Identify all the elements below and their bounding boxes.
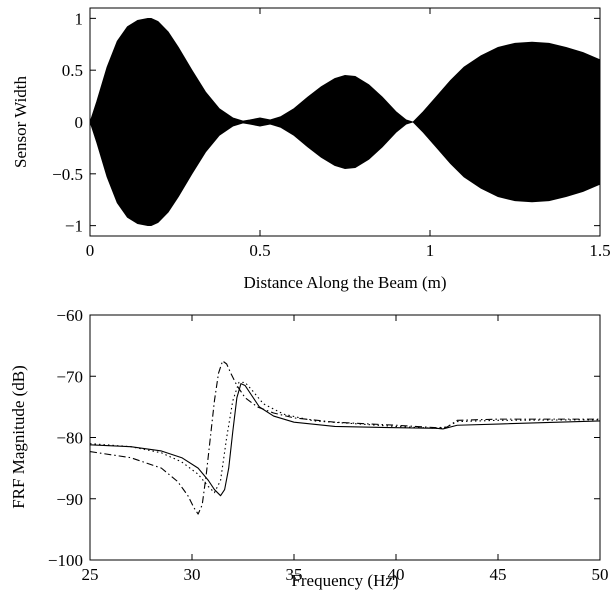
top-y-tick-label: 1 bbox=[75, 9, 84, 28]
bottom-plot-frame bbox=[89, 314, 601, 561]
top-y-tick-label: −1 bbox=[65, 217, 83, 236]
bottom-y-tick-label: −80 bbox=[56, 429, 83, 448]
frf-series-dashdot bbox=[89, 360, 600, 515]
bottom-y-axis-label: FRF Magnitude (dB) bbox=[9, 365, 28, 509]
bottom-y-tick-label: −60 bbox=[56, 306, 83, 325]
top-x-tick-label: 1 bbox=[426, 241, 435, 260]
bottom-x-tick-label: 40 bbox=[388, 565, 405, 584]
frf-series-solid bbox=[89, 383, 601, 497]
bottom-x-axis-label: Frequency (Hz) bbox=[291, 571, 398, 590]
top-y-tick-label: 0 bbox=[75, 113, 84, 132]
top-x-tick-label: 0.5 bbox=[249, 241, 270, 260]
top-y-axis-label: Sensor Width bbox=[11, 75, 30, 168]
sensor-width-chart: 0 0.5 1 1.5 1 0.5 0 −0.5 −1 Distance Along the B… bbox=[11, 7, 611, 292]
bottom-x-tick-label: 35 bbox=[286, 565, 303, 584]
top-y-tick-label: −0.5 bbox=[52, 165, 83, 184]
top-x-axis-label: Distance Along the Beam (m) bbox=[243, 273, 446, 292]
bottom-x-tick-label: 30 bbox=[184, 565, 201, 584]
top-y-tick-label: 0.5 bbox=[62, 61, 83, 80]
bottom-y-tick-label: −70 bbox=[56, 367, 83, 386]
sensor-width-area bbox=[89, 17, 601, 227]
top-x-tick-label: 1.5 bbox=[589, 241, 610, 260]
frf-series-dotted bbox=[89, 381, 601, 494]
bottom-y-tick-label: −100 bbox=[48, 551, 83, 570]
bottom-x-tick-label: 50 bbox=[592, 565, 609, 584]
bottom-plot-area bbox=[89, 360, 601, 515]
top-x-tick-label: 0 bbox=[86, 241, 95, 260]
bottom-x-tick-label: 25 bbox=[82, 565, 99, 584]
frf-magnitude-chart: 25 30 35 40 45 50 −60 −70 −80 −90 −100 Frequency (… bbox=[9, 306, 609, 590]
top-axis-ticks: 0 0.5 1 1.5 1 0.5 0 −0.5 −1 bbox=[52, 8, 611, 260]
top-plot-area bbox=[89, 17, 601, 227]
bottom-x-tick-label: 45 bbox=[490, 565, 507, 584]
bottom-axis-ticks: 25 30 35 40 45 50 −60 −70 −80 −90 −100 bbox=[48, 306, 609, 584]
bottom-y-tick-label: −90 bbox=[56, 490, 83, 509]
